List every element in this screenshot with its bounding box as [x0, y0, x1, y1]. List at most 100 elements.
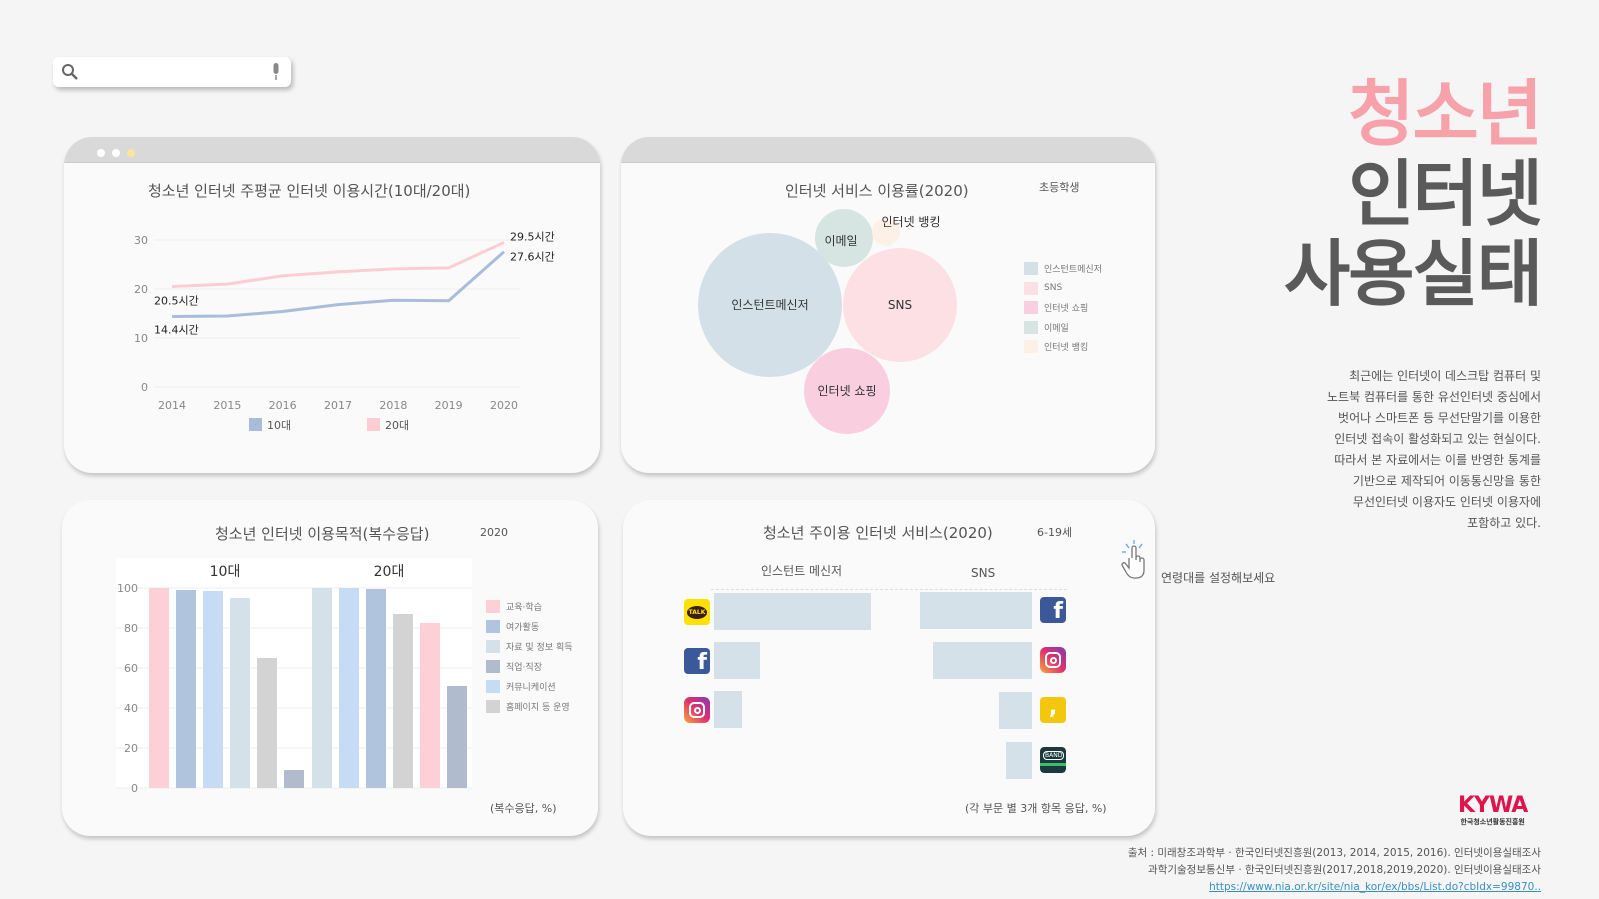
legend-label: 10대	[267, 419, 291, 432]
y-tick-label: 0	[141, 381, 148, 394]
y-tick-label: 20	[134, 283, 148, 296]
description-line: 무선인터넷 이용자도 인터넷 이용자에	[1352, 495, 1541, 509]
bubble-label: 인터넷 뱅킹	[881, 215, 940, 229]
bubble	[843, 248, 957, 362]
divider	[711, 589, 1067, 590]
chart-title: 청소년 인터넷 주평균 인터넷 이용시간(10대/20대)	[148, 182, 471, 200]
bar	[999, 692, 1032, 729]
window-dot	[97, 149, 105, 157]
panel-label: 인스턴트 메신저	[761, 564, 843, 578]
kakaostory-icon: ,	[1040, 697, 1066, 723]
y-tick-label: 0	[131, 782, 138, 795]
bar	[230, 598, 250, 788]
bar	[714, 642, 761, 679]
legend-item[interactable]: 인터넷 쇼핑	[1024, 301, 1088, 314]
description-line: 포함하고 있다.	[1467, 516, 1541, 530]
legend-swatch	[1024, 320, 1038, 334]
legend-label: 20대	[385, 419, 409, 432]
y-tick-label: 20	[124, 742, 138, 755]
legend-item[interactable]: 교육·학습	[486, 600, 542, 613]
pointer-hand-icon[interactable]	[1118, 540, 1150, 582]
y-tick-label: 80	[124, 622, 138, 635]
bubble-chart-card: 인터넷 서비스 이용률(2020) 초등학생 인스턴트메신저 SNS 인터넷 쇼핑 이…	[621, 137, 1155, 473]
microphone-icon[interactable]	[271, 63, 281, 81]
kywa-logo: KYWA 한국청소년활동진흥원	[1458, 795, 1528, 827]
window-bar	[621, 137, 1155, 163]
facebook-icon: f	[684, 648, 710, 674]
legend-item[interactable]: 인터넷 뱅킹	[1024, 340, 1088, 353]
window-bar	[64, 137, 600, 163]
data-label: 29.5시간	[510, 230, 555, 243]
bar	[312, 588, 332, 788]
description-line: 기반으로 제작되어 이동통신망을 통한	[1352, 474, 1541, 488]
data-label: 14.4시간	[154, 323, 199, 336]
year-label: 2020	[480, 526, 508, 539]
panel-label: SNS	[971, 566, 996, 580]
legend-swatch	[486, 660, 500, 673]
legend-swatch	[486, 700, 500, 713]
description-line: 노트북 컴퓨터를 통한 유선인터넷 중심에서	[1327, 390, 1541, 404]
x-tick-label: 2015	[213, 399, 241, 412]
bar	[919, 592, 1032, 629]
source-line: 과학기술정보통신부 · 한국인터넷진흥원(2017,2018,2019,2020…	[1148, 864, 1541, 876]
legend-item[interactable]: 홈페이지 등 운영	[486, 700, 570, 713]
legend-item[interactable]: 이메일	[1024, 320, 1069, 334]
description-line: 인터넷 접속이 활성화되고 있는 현실이다.	[1334, 432, 1541, 446]
legend-item[interactable]: 직업·직장	[486, 660, 542, 673]
header-line2: 인터넷	[1348, 152, 1543, 236]
legend-item[interactable]: 여가활동	[486, 620, 539, 633]
legend-label: 인터넷 뱅킹	[1044, 343, 1089, 353]
filter-label[interactable]: 초등학생	[1039, 181, 1080, 194]
legend-swatch	[367, 418, 380, 431]
description-line: 최근에는 인터넷이 데스크탑 컴퓨터 및	[1349, 369, 1541, 383]
description-line: 따라서 본 자료에서는 이를 반영한 통계를	[1334, 453, 1541, 467]
source-line: 출처 : 미래창조과학부 · 한국인터넷진흥원(2013, 2014, 2015…	[1127, 847, 1541, 859]
bar	[149, 588, 169, 788]
bar-chart-card: 청소년 인터넷 이용목적(복수응답) 2020 0 20 40 60 80 100 10대 2…	[62, 500, 598, 836]
legend-item[interactable]: 자료 및 정보 획득	[486, 640, 573, 653]
filter-label[interactable]: 6-19세	[1037, 526, 1073, 539]
x-tick-label: 2017	[324, 399, 352, 412]
hint-text: 연령대를 설정해보세요	[1161, 571, 1276, 585]
legend-item[interactable]: SNS	[1024, 281, 1062, 295]
description-line: 벗어나 스마트폰 등 무선단말기를 이용한	[1338, 411, 1541, 425]
search-icon[interactable]	[61, 63, 79, 81]
bar	[714, 691, 743, 728]
bubble	[804, 348, 890, 434]
line-chart-card: 청소년 인터넷 주평균 인터넷 이용시간(10대/20대) 0 10 20 30 201…	[64, 137, 600, 473]
bar-chart: 0 20 40 60 80 100 10대 20대	[116, 558, 472, 795]
legend-item[interactable]: 인스턴트메신저	[1024, 262, 1102, 275]
chart-note: (각 부문 별 3개 항목 응답, %)	[965, 802, 1107, 815]
bubble	[872, 218, 900, 246]
bubble-label: SNS	[888, 298, 912, 312]
legend-item[interactable]: 커뮤니케이션	[486, 680, 556, 693]
bar	[203, 591, 223, 788]
bar	[447, 686, 467, 788]
facebook-icon: f	[1040, 597, 1066, 623]
logo-subtext: 한국청소년활동진흥원	[1460, 818, 1525, 826]
source-link[interactable]: https://www.nia.or.kr/site/nia_kor/ex/bb…	[1209, 881, 1541, 893]
bar	[257, 658, 277, 788]
x-tick-label: 2014	[158, 399, 186, 412]
plot-area	[116, 558, 472, 788]
legend-swatch	[486, 640, 500, 653]
x-tick-label: 2020	[490, 399, 518, 412]
search-bar[interactable]	[53, 57, 291, 87]
y-tick-label: 40	[124, 702, 138, 715]
chart-note: (복수응답, %)	[490, 802, 557, 815]
source: 출처 : 미래창조과학부 · 한국인터넷진흥원(2013, 2014, 2015…	[1128, 845, 1541, 896]
bar	[339, 588, 359, 788]
legend-swatch	[1024, 262, 1038, 275]
legend-label: 인스턴트메신저	[1044, 265, 1102, 275]
instagram-icon	[684, 697, 710, 723]
bar	[366, 589, 386, 788]
band-icon: BAND	[1040, 747, 1066, 773]
chart-title: 청소년 인터넷 이용목적(복수응답)	[215, 525, 430, 543]
y-tick-label: 30	[134, 234, 148, 247]
legend-label: 인터넷 쇼핑	[1044, 304, 1089, 314]
bubble-label: 이메일	[824, 234, 857, 248]
group-label: 20대	[374, 564, 405, 580]
data-label: 20.5시간	[154, 295, 199, 308]
legend-swatch	[1024, 301, 1038, 314]
legend-label: 홈페이지 등 운영	[506, 703, 570, 713]
